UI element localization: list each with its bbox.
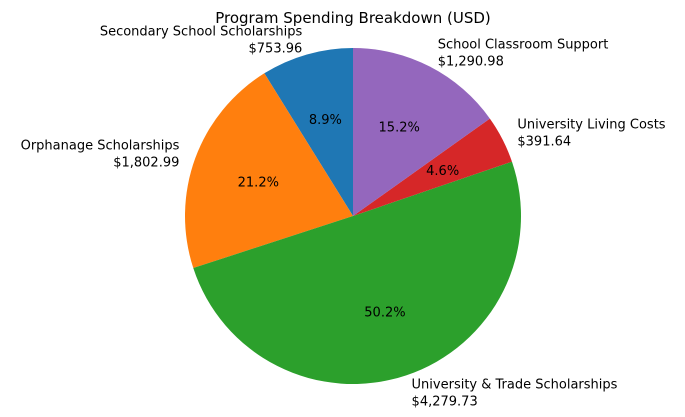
pct-label: 50.2% [364,306,405,321]
pct-label: 21.2% [238,175,279,190]
pie-slice [193,161,522,385]
slice-label: University Living Costs $391.64 [517,118,665,150]
slice-name: Orphanage Scholarships [21,139,180,154]
slice-label: School Classroom Support $1,290.98 [438,38,609,70]
chart-title: Program Spending Breakdown (USD) [215,9,491,27]
slice-value: $4,279.73 [412,394,478,409]
pie-slice [353,118,512,216]
slice-value: $1,802.99 [113,156,179,171]
slice-value: $391.64 [517,135,571,150]
pct-label: 8.9% [309,113,342,128]
pie-slice [185,73,353,269]
slice-name: University & Trade Scholarships [412,377,618,392]
slice-name: Secondary School Scholarships [100,24,303,39]
pct-label: 4.6% [426,164,459,179]
slice-value: $753.96 [249,41,303,56]
slice-label: University & Trade Scholarships $4,279.73 [412,377,618,409]
pie-slice [264,48,353,216]
pie-slice [353,48,490,216]
slice-value: $1,290.98 [438,55,504,70]
slice-name: School Classroom Support [438,38,609,53]
pct-label: 15.2% [379,120,420,135]
slice-label: Secondary School Scholarships $753.96 [100,24,303,56]
slice-label: Orphanage Scholarships $1,802.99 [21,139,180,171]
slice-name: University Living Costs [517,118,665,133]
